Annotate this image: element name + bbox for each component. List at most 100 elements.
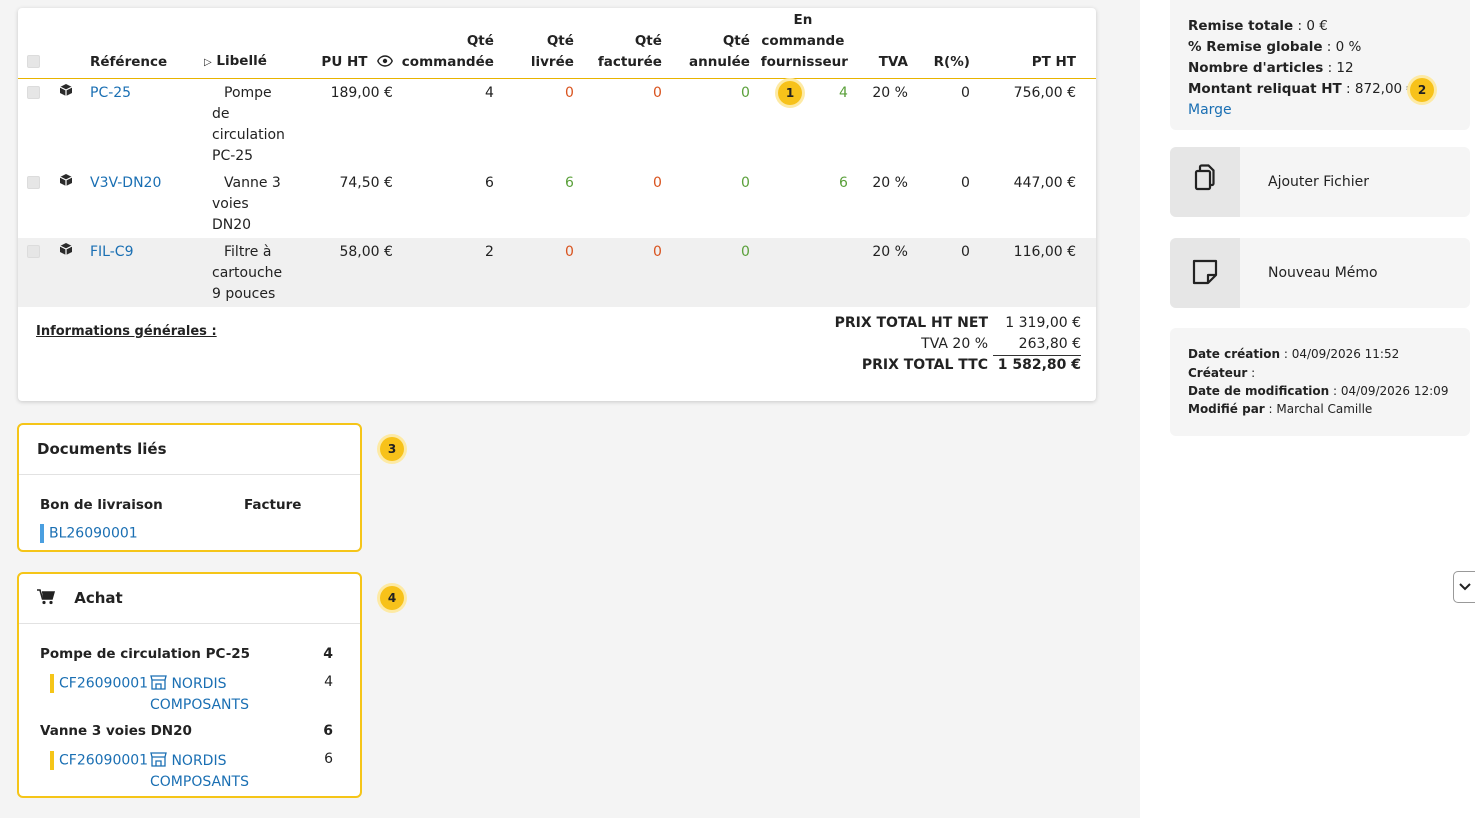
qty-supplier-cell: 4 [838,84,848,101]
tva-cell: 20 % [872,84,908,101]
qty-ordered-cell: 2 [396,237,498,307]
creator-value: : [1247,366,1256,380]
cart-icon [37,589,56,607]
product-box-icon [59,83,73,101]
linked-documents-title: Documents liés [19,425,360,475]
row-checkbox[interactable] [26,245,40,258]
qte-livree-header-l2: livrée [530,53,574,70]
supplier-link[interactable]: NORDIS COMPOSANTS [150,674,249,716]
delivery-note-link[interactable]: BL26090001 [49,525,138,542]
global-discount-label: % Remise globale [1188,39,1323,55]
general-info-heading[interactable]: Informations générales : [36,324,217,339]
qte-commandee-header-l1: Qté [466,32,494,49]
pu-cell: 189,00 € [330,84,393,101]
total-ttc-value: 1 582,80 € [997,357,1081,373]
libelle-line: Filtre à [224,243,272,260]
modified-by-label: Modifié par [1188,402,1265,416]
qte-commandee-header-l2: commandée [401,53,494,70]
qte-annulee-header: Qté annulée [665,8,754,79]
purchase-title: Achat [74,589,123,607]
pt-ht-header: PT HT [973,8,1096,79]
row-checkbox[interactable] [26,86,40,99]
qty-supplier-cell [753,237,852,307]
help-badge-3[interactable]: 3 [380,437,404,461]
sticky-note-icon [1170,238,1240,308]
status-bar [40,524,44,543]
reference-header[interactable]: Référence [84,8,200,79]
pu-ht-header-label: PU HT [321,53,368,70]
purchase-order-link[interactable]: CF26090001 [59,752,149,769]
supplier-name-line: NORDIS [171,676,227,692]
pt-cell: 116,00 € [973,237,1096,307]
total-discount-line: Remise totale : 0 € [1188,18,1328,34]
row-checkbox[interactable] [26,176,40,189]
purchase-order-item: CF26090001 [50,674,148,693]
summary-block: Remise totale : 0 € % Remise globale : 0… [1170,0,1470,130]
qte-livree-header: Qté livrée [497,8,578,79]
remise-cell: 0 [960,84,970,101]
copy-document-icon [1170,147,1240,217]
product-ref-link[interactable]: V3V-DN20 [90,174,162,191]
product-ref-link[interactable]: PC-25 [90,84,132,101]
row-select-cell [18,78,48,169]
tva-header: TVA [851,8,912,79]
product-ref-link[interactable]: FIL-C9 [90,243,134,260]
pu-cell: 58,00 € [288,237,397,307]
order-lines-table: Référence ▷ Libellé PU HT Qté commandée Q… [18,8,1096,307]
type-header [48,8,84,79]
chevron-down-icon [1454,583,1475,606]
libelle-line: PC-25 [212,147,254,164]
margin-link[interactable]: Marge [1188,102,1232,118]
row-type-cell [48,78,84,169]
qte-facturee-header-l2: facturée [597,53,662,70]
total-tva-value: 263,80 € [1018,336,1081,352]
qty-delivered-cell: 0 [564,84,574,101]
total-ttc-label: PRIX TOTAL TTC [861,357,988,373]
qty-cancelled-cell: 0 [740,84,750,101]
libelle-line: Vanne 3 [224,174,281,191]
row-type-cell [48,237,84,307]
tva-cell: 20 % [872,174,908,191]
store-icon [150,752,167,769]
qte-facturee-header-l1: Qté [634,32,662,49]
table-row[interactable]: V3V-DN20 Vanne 3 voies DN20 74,50 € 6 6 0 … [18,169,1096,238]
total-discount-value: : 0 € [1293,18,1328,34]
table-row[interactable]: PC-25 Pompe de circulation PC-25 189,00 € 4… [18,78,1096,169]
creator-line: Créateur : [1188,366,1255,380]
supplier-link[interactable]: NORDIS COMPOSANTS [150,751,249,793]
eye-icon[interactable] [376,54,393,70]
remaining-amount-line: Montant reliquat HT : 872,00 € [1188,81,1415,97]
help-badge-2[interactable]: 2 [1410,78,1434,102]
qty-delivered-cell: 0 [497,237,578,307]
select-all-checkbox[interactable] [26,55,40,68]
libelle-line: de [212,105,230,122]
libelle-cell: Vanne 3 voies DN20 [200,169,289,238]
en-commande-header: En commande fournisseur [753,8,852,79]
modification-date-line: Date de modification : 04/09/2026 12:09 [1188,384,1448,398]
help-badge-1[interactable]: 1 [778,81,802,105]
table-row[interactable]: FIL-C9 Filtre à cartouche 9 pouces 58,00 €… [18,237,1096,307]
purchase-header: Achat [19,574,360,624]
order-lines-card: Référence ▷ Libellé PU HT Qté commandée Q… [18,8,1096,401]
totals-divider [993,355,1081,356]
item-count-value: : 12 [1323,60,1354,76]
remise-cell: 0 [960,174,970,191]
help-badge-4[interactable]: 4 [380,586,404,610]
add-file-button[interactable]: Ajouter Fichier [1170,147,1470,217]
modification-date-value: : 04/09/2026 12:09 [1329,384,1449,398]
purchase-product-name: Vanne 3 voies DN20 [40,723,192,739]
scroll-down-button[interactable] [1453,571,1475,603]
record-metadata-block: Date création : 04/09/2026 11:52 Créateu… [1170,328,1470,436]
en-commande-header-l2: commande [761,32,845,49]
supplier-name-line: COMPOSANTS [150,774,249,790]
pu-ht-header: PU HT [288,8,397,79]
remise-header: R(%) [911,8,974,79]
libelle-line: 9 pouces [212,285,276,302]
purchase-order-link[interactable]: CF26090001 [59,675,149,692]
delivery-note-item: BL26090001 [40,524,138,543]
libelle-header[interactable]: ▷ Libellé [200,8,289,79]
row-select-cell [18,237,48,307]
qte-commandee-header: Qté commandée [396,8,498,79]
new-memo-button[interactable]: Nouveau Mémo [1170,238,1470,308]
libelle-header-label: Libellé [216,52,267,69]
